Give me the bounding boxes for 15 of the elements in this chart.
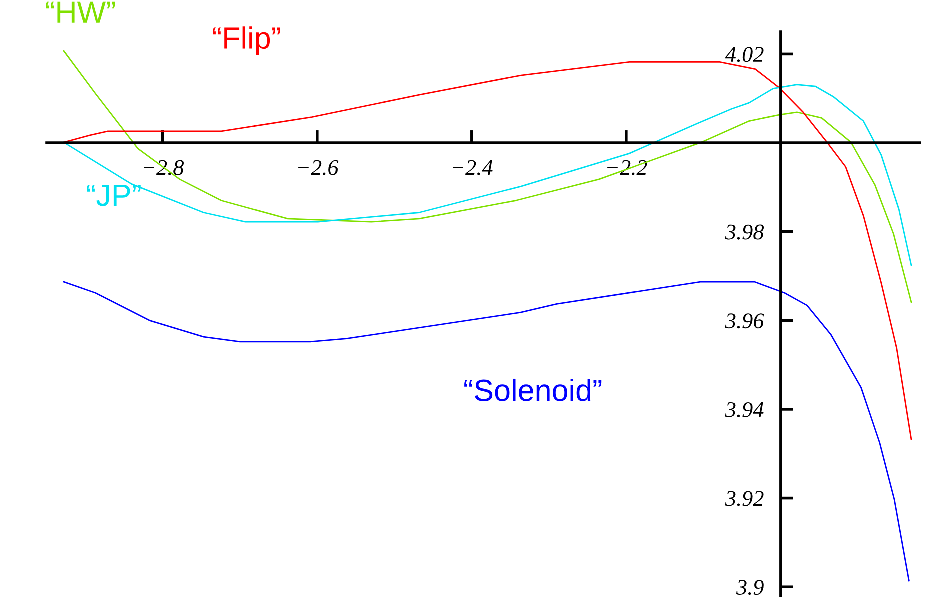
series-label: “HW”	[46, 2, 116, 23]
y-tick-label: 3.98	[725, 224, 764, 240]
x-tick-label: −2.6	[298, 160, 339, 176]
y-tick-label: 3.92	[725, 491, 764, 506]
y-tick-label: 4.02	[725, 47, 764, 62]
line-series	[63, 281, 910, 582]
y-tick-label: 3.9	[736, 580, 764, 596]
series-label: “JP”	[87, 185, 141, 206]
series-label: “Solenoid”	[464, 378, 602, 402]
text: “Flip”	[213, 26, 280, 56]
x-tick-label: −2.4	[453, 160, 493, 176]
line-series	[63, 84, 912, 266]
line-series	[63, 62, 912, 440]
y-tick-label: 3.94	[725, 402, 764, 418]
y-tick-label: 3.96	[725, 314, 764, 329]
